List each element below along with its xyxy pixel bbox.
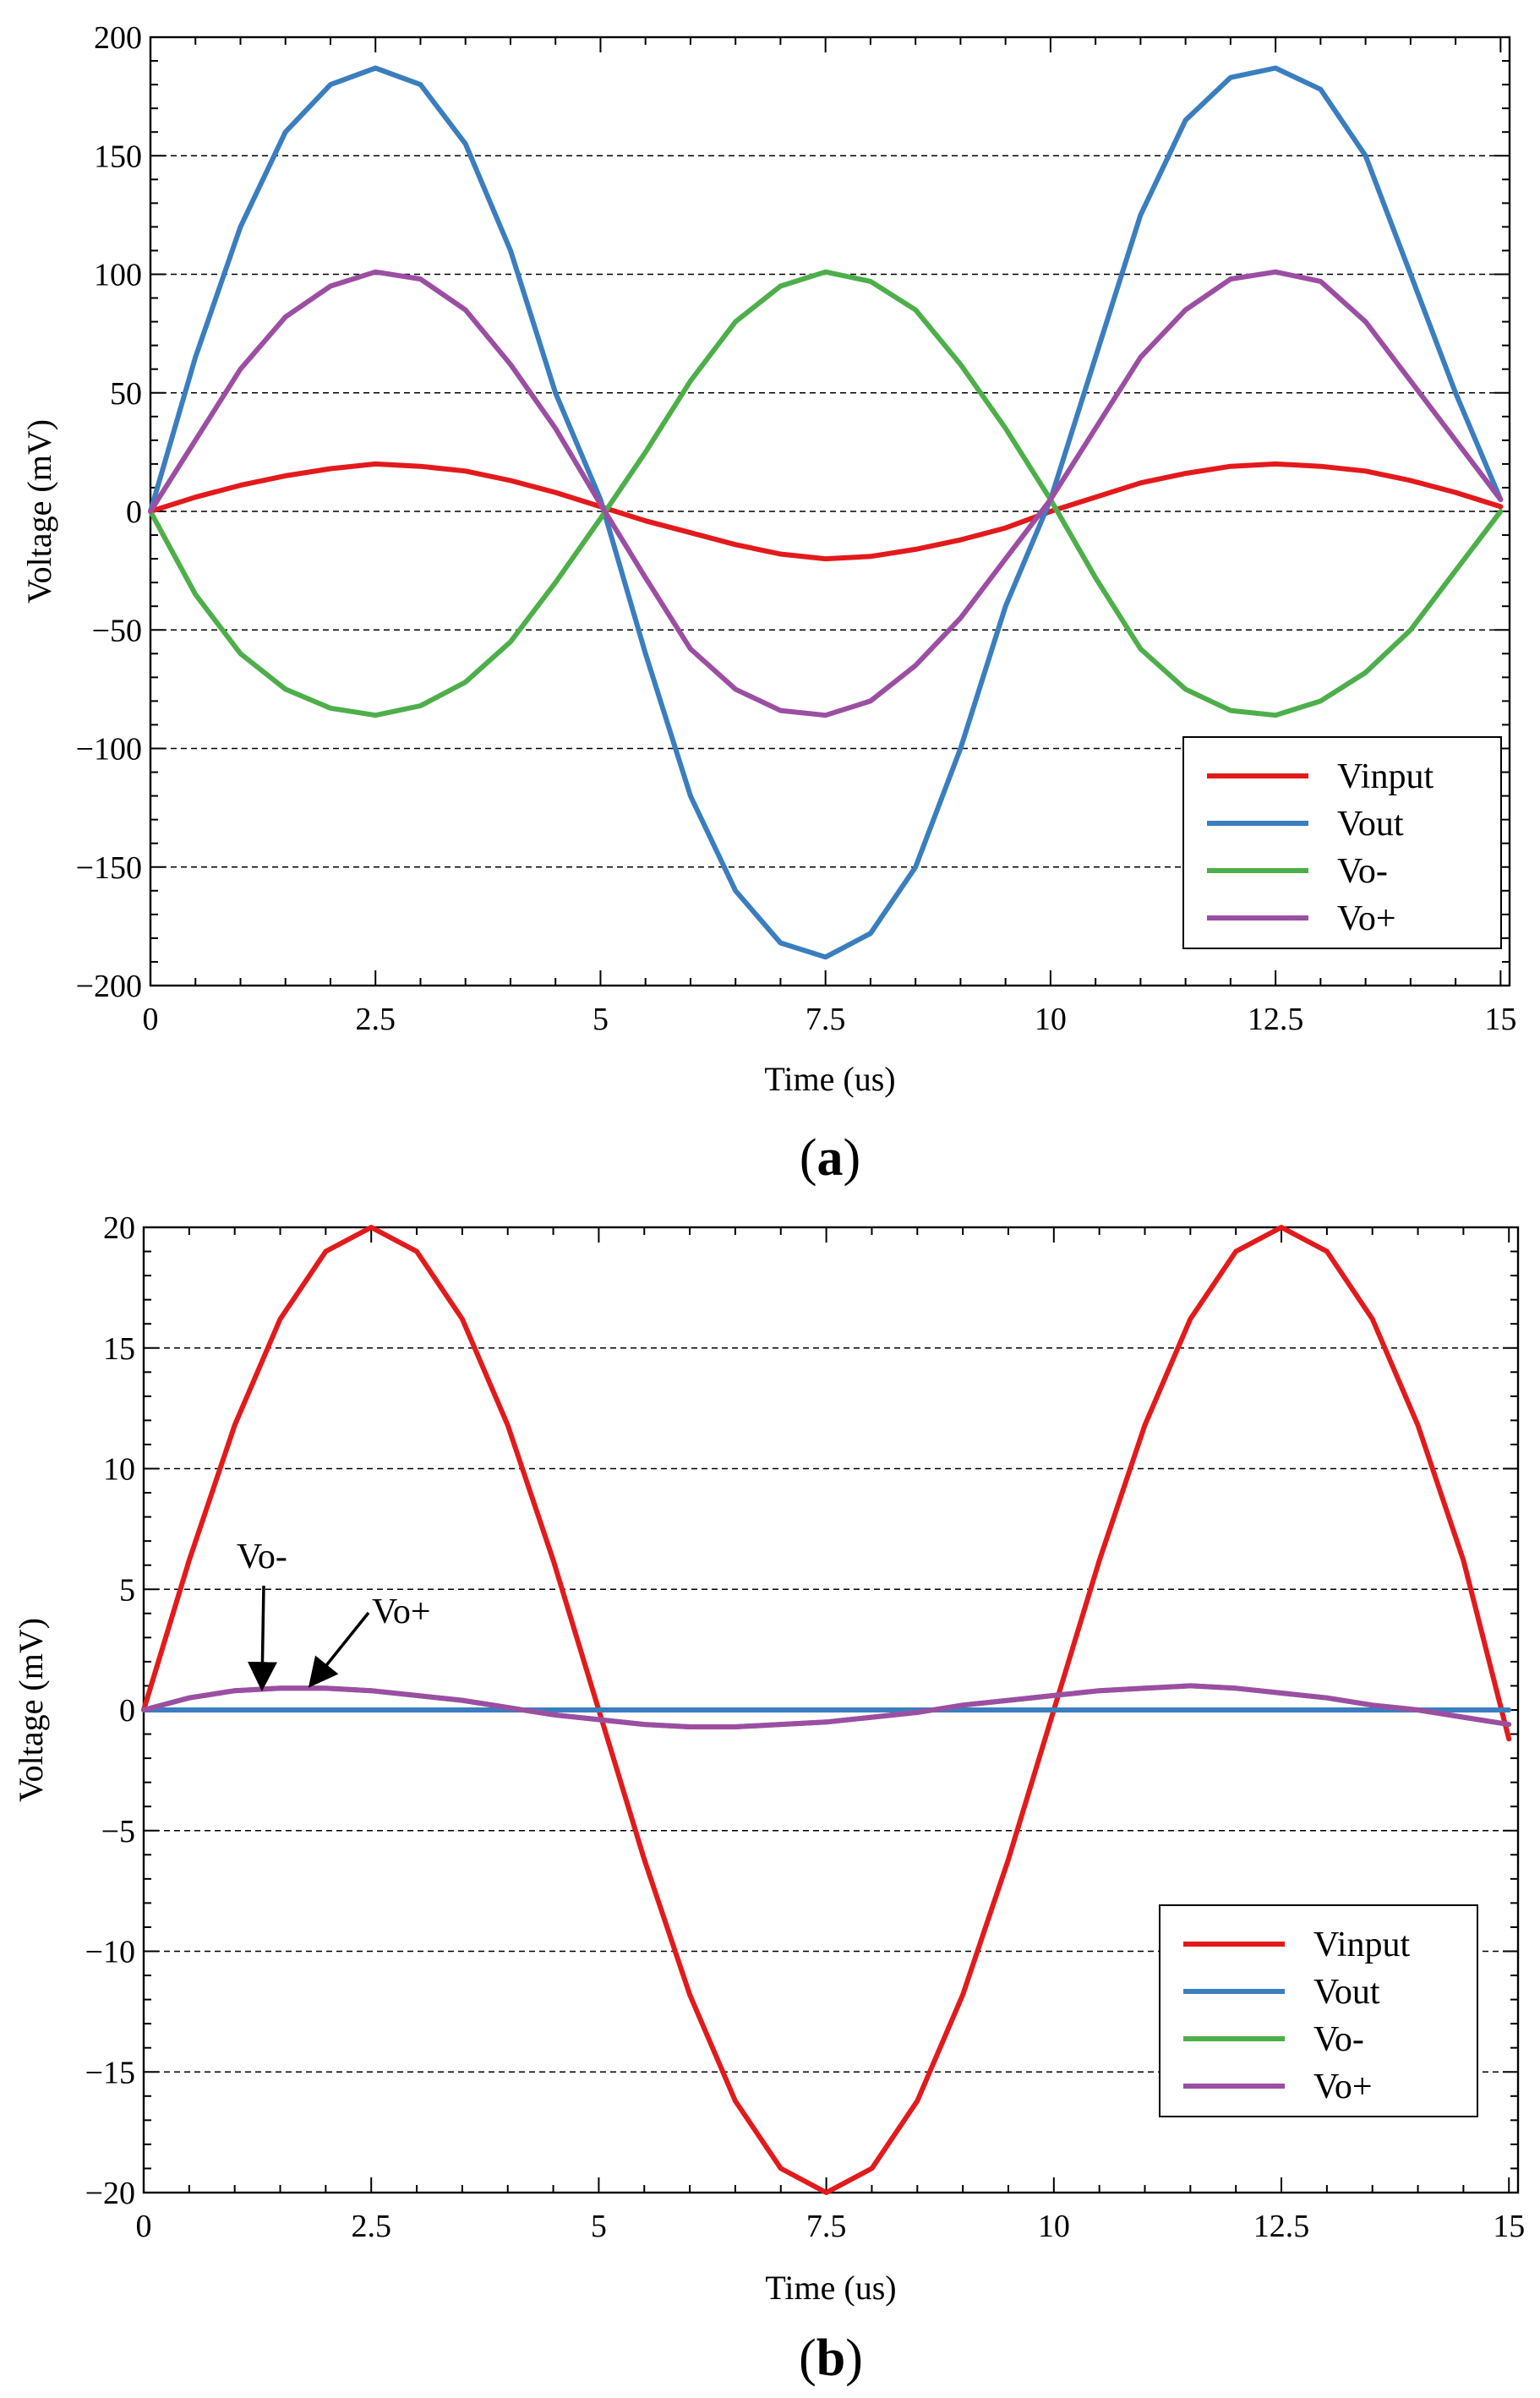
panel-label-letter: a bbox=[817, 1129, 844, 1187]
x-tick-label: 2.5 bbox=[355, 1002, 396, 1037]
y-tick-label: 10 bbox=[103, 1452, 135, 1488]
legend-label: Vout bbox=[1337, 805, 1404, 844]
legend-label: Vo- bbox=[1337, 852, 1388, 891]
x-tick-label: 10 bbox=[1038, 2209, 1070, 2244]
annotation-label: Vo+ bbox=[372, 1592, 431, 1631]
x-tick-label: 5 bbox=[593, 1002, 609, 1037]
legend-label: Vinput bbox=[1313, 1926, 1410, 1964]
x-tick-label: 5 bbox=[591, 2209, 607, 2244]
panel-label-open: ( bbox=[800, 1129, 817, 1187]
y-tick-label: 150 bbox=[94, 139, 142, 174]
legend-label: Vout bbox=[1313, 1973, 1380, 2012]
annotation-arrow bbox=[247, 1585, 277, 1692]
legend-label: Vo- bbox=[1313, 2020, 1364, 2059]
series-line-vinput bbox=[141, 1225, 1512, 2195]
legend-label: Vo+ bbox=[1313, 2068, 1373, 2106]
chart-panel-a: −200 −150 −100 −50 0 50 100 150 200 0 2.5 5 7.5 10 12.… bbox=[20, 20, 1516, 1187]
x-tick-label: 15 bbox=[1493, 2209, 1525, 2244]
y-tick-label: −10 bbox=[85, 1935, 135, 1970]
chart-panel-b: −20 −15 −10 −5 0 5 10 15 20 0 2.5 5 7.5 10 12.5 15 Time … bbox=[12, 1210, 1525, 2387]
panel-label-close: ) bbox=[845, 2330, 863, 2387]
y-tick-label: 20 bbox=[103, 1210, 135, 1246]
legend-box bbox=[1182, 736, 1502, 949]
x-tick-label: 12.5 bbox=[1248, 1002, 1304, 1037]
x-axis-title: Time (us) bbox=[765, 2269, 896, 2307]
panel-label-close: ) bbox=[844, 1129, 861, 1187]
annotation-label: Vo- bbox=[237, 1538, 287, 1576]
x-tick-label: 12.5 bbox=[1253, 2209, 1310, 2244]
x-tick-label: 10 bbox=[1035, 1002, 1067, 1037]
legend-label: Vinput bbox=[1337, 757, 1434, 796]
y-tick-label: 0 bbox=[119, 1693, 135, 1729]
x-tick-label: 7.5 bbox=[806, 2209, 847, 2244]
y-tick-label: 15 bbox=[103, 1331, 135, 1367]
panel-label: (b) bbox=[799, 2330, 863, 2387]
series-line-vout bbox=[148, 65, 1504, 960]
y-tick-label: −100 bbox=[76, 732, 142, 767]
y-tick-label: 100 bbox=[94, 258, 142, 293]
annotation-arrow bbox=[308, 1611, 370, 1688]
series-line-vinput bbox=[148, 461, 1504, 562]
x-tick-label: 7.5 bbox=[805, 1002, 846, 1037]
y-tick-label: 50 bbox=[110, 376, 142, 412]
panel-label-letter: b bbox=[816, 2330, 845, 2387]
y-tick-label: 5 bbox=[119, 1572, 135, 1608]
x-tick-label: 0 bbox=[143, 1002, 159, 1037]
y-tick-label: −50 bbox=[92, 613, 142, 648]
y-axis-title: Voltage (mV) bbox=[12, 1618, 50, 1802]
legend-label: Vo+ bbox=[1337, 899, 1396, 938]
x-axis-title: Time (us) bbox=[764, 1060, 895, 1098]
y-tick-label: −150 bbox=[76, 850, 142, 886]
panel-label-open: ( bbox=[799, 2330, 816, 2387]
series-line-vo bbox=[141, 1683, 1512, 1729]
y-tick-label: −200 bbox=[76, 969, 142, 1004]
y-tick-label: −5 bbox=[101, 1814, 135, 1849]
x-tick-label: 15 bbox=[1484, 1002, 1516, 1037]
legend-box bbox=[1159, 1904, 1478, 2117]
series-line-vo bbox=[148, 269, 1504, 718]
x-tick-label: 0 bbox=[136, 2209, 152, 2244]
series-line-vo bbox=[148, 269, 1504, 718]
x-tick-label: 2.5 bbox=[351, 2209, 391, 2244]
y-tick-label: 0 bbox=[126, 494, 142, 530]
panel-label: (a) bbox=[800, 1129, 860, 1187]
y-tick-label: −15 bbox=[85, 2055, 135, 2090]
y-axis-title: Voltage (mV) bbox=[20, 419, 58, 604]
y-tick-label: 200 bbox=[94, 20, 142, 56]
y-tick-label: −20 bbox=[85, 2176, 135, 2211]
